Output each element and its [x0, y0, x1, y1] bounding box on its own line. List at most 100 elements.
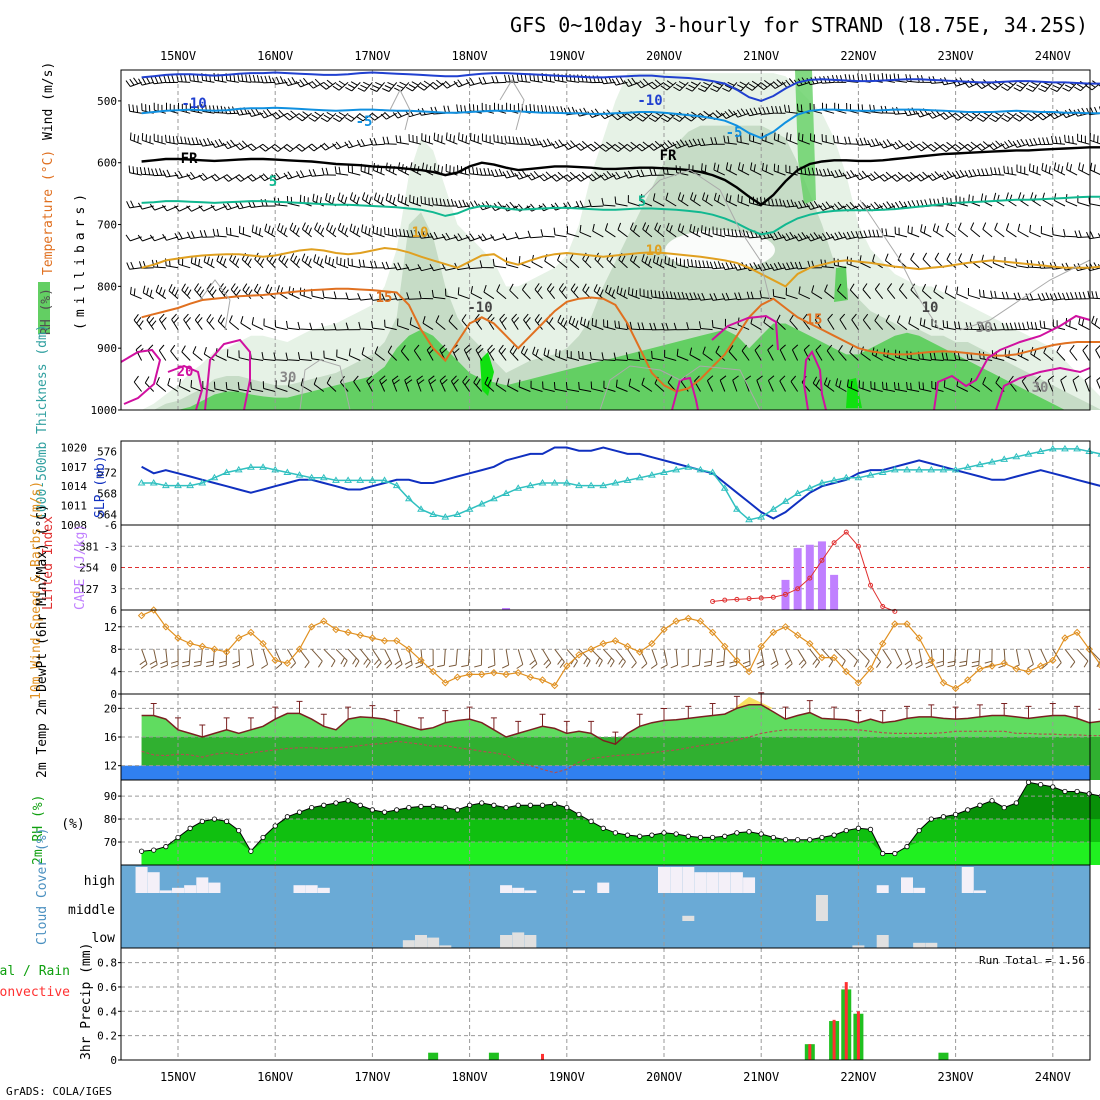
upper-wind-barb: [851, 313, 859, 330]
upper-wind-barb: [605, 284, 616, 300]
upper-wind-barb: [676, 348, 689, 361]
upper-wind-barb: [666, 222, 677, 238]
upper-wind-barb: [1012, 138, 1029, 148]
upper-wind-barb: [198, 172, 215, 181]
upper-wind-barb: [176, 74, 191, 83]
upper-wind-barb: [941, 352, 956, 361]
thickness-point: [392, 481, 401, 489]
rh-2m-point: [442, 804, 448, 811]
wind-speed-point: [295, 645, 304, 653]
wind-speed-point: [368, 634, 377, 642]
thickness-point: [854, 473, 863, 481]
wind-speed-point: [478, 670, 486, 679]
slp-tick-label: 1020: [61, 441, 88, 454]
upper-wind-barb: [226, 227, 239, 238]
upper-wind-barb: [874, 314, 884, 330]
upper-wind-barb: [507, 378, 519, 392]
rh-2m-point: [369, 807, 375, 813]
thickness-point: [332, 476, 340, 483]
contour-label: -5: [726, 125, 743, 141]
upper-wind-barb: [1074, 291, 1090, 300]
upper-wind-barb: [1078, 162, 1090, 176]
upper-wind-barb: [543, 347, 555, 361]
upper-wind-barb: [229, 315, 240, 330]
isotherm-20: [995, 366, 1091, 411]
upper-wind-barb: [603, 319, 616, 331]
upper-wind-barb: [178, 102, 191, 114]
upper-wind-barb: [381, 293, 397, 301]
upper-wind-barb: [259, 108, 276, 119]
upper-wind-barb: [555, 348, 567, 361]
upper-wind-barb: [677, 223, 689, 238]
upper-wind-barb: [709, 261, 725, 270]
rh-2m-point: [600, 825, 606, 831]
thickness-point: [1085, 447, 1094, 454]
upper-wind-barb: [697, 292, 713, 301]
upper-wind-barb: [332, 111, 349, 123]
cloud-high-bar: [500, 885, 513, 893]
cloud-high-bar: [572, 890, 585, 893]
upper-wind-barb: [368, 112, 385, 121]
upper-wind-barb: [345, 322, 361, 331]
upper-wind-barb: [248, 74, 264, 83]
top-date-label: 18NOV: [452, 49, 488, 63]
upper-wind-barb: [199, 230, 215, 238]
temp-max-whisker: [806, 700, 813, 713]
upper-wind-barb: [908, 316, 920, 331]
upper-wind-barb: [397, 162, 410, 176]
precip-convective-bar: [856, 1011, 860, 1060]
upper-wind-barb: [151, 168, 166, 177]
upper-wind-barb: [188, 73, 203, 83]
upper-wind-barb: [445, 288, 458, 300]
upper-wind-barb: [271, 143, 288, 152]
upper-wind-barb: [1091, 315, 1100, 330]
upper-wind-barb: [1065, 194, 1078, 207]
upper-wind-barb: [546, 283, 556, 300]
upper-wind-barb: [578, 381, 592, 392]
upper-wind-barb: [830, 201, 847, 212]
upper-wind-barb: [640, 194, 653, 207]
wind-speed-point: [1073, 628, 1081, 637]
upper-wind-barb: [429, 264, 446, 272]
temp-max-whisker: [661, 708, 667, 721]
rh-2m-point: [697, 834, 704, 841]
wind-speed-point: [1012, 665, 1021, 673]
lifted-index-point: [722, 597, 728, 603]
upper-wind-barb: [397, 318, 410, 331]
upper-wind-barb: [590, 381, 604, 392]
upper-wind-barb: [754, 344, 762, 361]
upper-wind-barb: [487, 344, 495, 361]
wind-speed-point: [733, 656, 741, 665]
upper-wind-barb: [349, 192, 361, 207]
wind-10m-barb: [286, 648, 297, 669]
lifted-index-point: [831, 540, 837, 546]
upper-wind-barb: [789, 314, 798, 330]
upper-wind-barb: [382, 81, 398, 92]
upper-wind-barb: [563, 171, 580, 182]
wind-speed-point: [988, 662, 996, 670]
upper-wind-barb: [661, 322, 677, 331]
precip-total-bar: [938, 1052, 949, 1060]
upper-wind-barb: [181, 283, 192, 300]
upper-wind-barb: [709, 292, 725, 301]
wind-10m-barb: [529, 648, 538, 669]
axis-tick-label: 0.6: [97, 981, 117, 994]
wind-axis-label: 10m Wind Speed & Barbs (m/s): [29, 481, 44, 700]
upper-wind-barb: [541, 72, 555, 83]
upper-wind-barb: [648, 140, 665, 151]
thickness-point: [380, 476, 389, 483]
cloud-high-bar: [670, 867, 683, 893]
upper-wind-barb: [1077, 133, 1090, 145]
cape-bar: [781, 579, 790, 610]
upper-wind-barb: [1053, 162, 1066, 176]
rh-2m-point: [1050, 784, 1056, 790]
upper-wind-barb: [769, 79, 786, 89]
upper-wind-barb: [915, 108, 932, 118]
wind-10m-barb: [660, 649, 668, 669]
upper-wind-barb: [421, 133, 434, 145]
upper-wind-barb: [1013, 292, 1029, 301]
upper-wind-barb: [685, 292, 701, 301]
upper-wind-barb: [736, 134, 750, 145]
thickness-point: [198, 479, 207, 486]
upper-wind-barb: [296, 111, 312, 122]
